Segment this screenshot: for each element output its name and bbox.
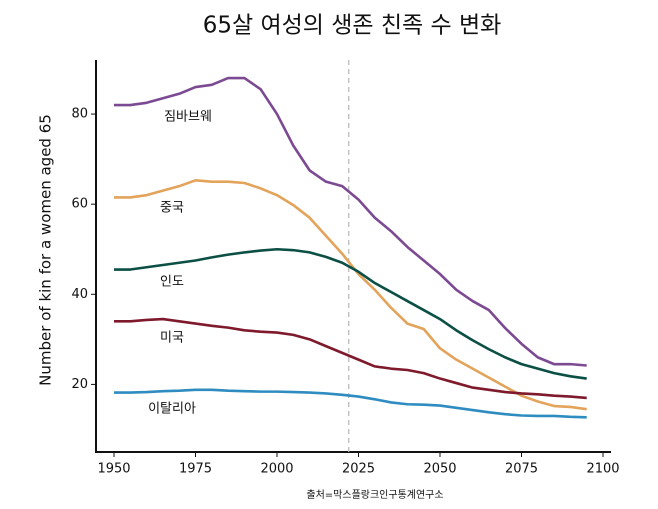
series-line: [114, 76, 587, 367]
y-tick-label: 60: [71, 197, 88, 212]
x-tick-label: 2050: [423, 462, 456, 477]
x-tick-label: 2025: [342, 462, 375, 477]
series-label: 중국: [160, 201, 184, 216]
series-label: 이탈리아: [148, 402, 196, 417]
series-line: [114, 388, 587, 419]
x-tick-label: 1950: [97, 462, 130, 477]
y-tick-label: 20: [71, 377, 88, 392]
x-tick-label: 2100: [586, 462, 619, 477]
series-line: [114, 179, 587, 411]
series-label: 짐바브웨: [164, 110, 212, 125]
x-tick-label: 2075: [505, 462, 538, 477]
y-axis-label: Number of kin for a women aged 65: [37, 114, 55, 386]
source: 출처=막스플랑크인구통계연구소: [306, 489, 443, 501]
y-tick-label: 80: [71, 107, 88, 122]
series-label: 미국: [160, 331, 184, 346]
series-label: 인도: [160, 275, 184, 290]
x-tick-label: 2000: [260, 462, 293, 477]
x-tick-label: 1975: [179, 462, 212, 477]
series-line: [114, 247, 587, 380]
series-line: [114, 317, 587, 400]
chart-title: 65살 여성의 생존 친족 수 변화: [203, 13, 502, 39]
y-tick-label: 40: [71, 287, 88, 302]
